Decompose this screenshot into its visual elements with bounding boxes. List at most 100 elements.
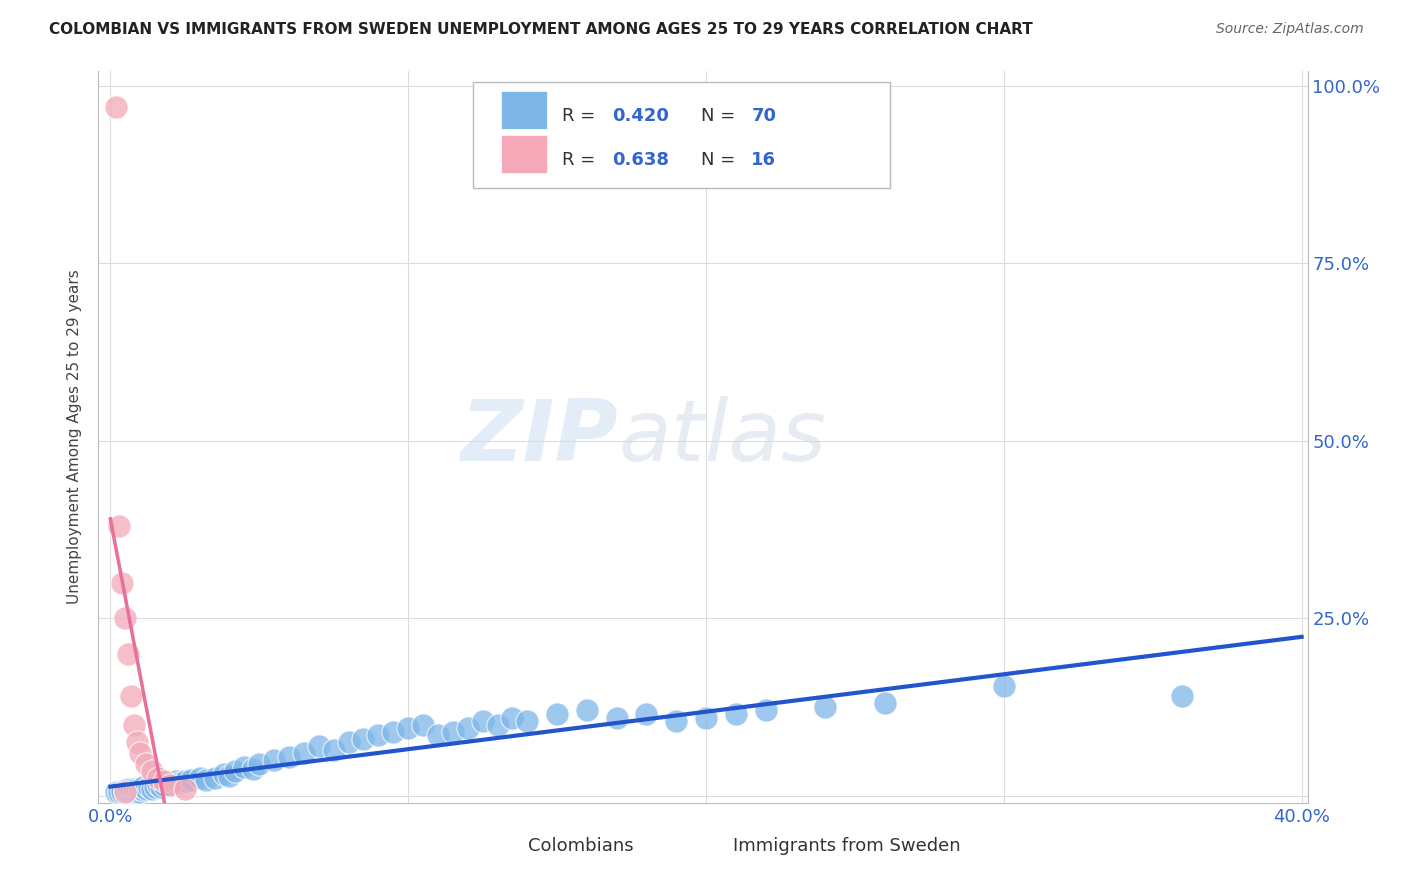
Text: 70: 70 (751, 107, 776, 125)
Point (132, 783, 155, 797)
Text: N =: N = (700, 151, 741, 169)
Text: N =: N = (700, 107, 741, 125)
Point (665, 714, 688, 728)
Point (426, 728, 449, 742)
Point (117, 785, 139, 799)
Text: Source: ZipAtlas.com: Source: ZipAtlas.com (1216, 22, 1364, 37)
Point (993, 679, 1015, 693)
Point (353, 731, 375, 746)
Point (149, 780, 172, 794)
Point (814, 700, 837, 714)
Text: R =: R = (561, 107, 600, 125)
Point (606, 710, 628, 724)
Point (412, 717, 434, 731)
Point (194, 773, 217, 788)
Point (117, 647, 139, 661)
Text: 0.638: 0.638 (613, 151, 669, 169)
Point (120, 781, 142, 796)
Point (135, 756, 157, 771)
Text: ZIP: ZIP (461, 395, 619, 479)
Point (204, 771, 226, 785)
Point (457, 721, 479, 735)
Point (141, 781, 163, 796)
Point (114, 785, 136, 799)
Point (471, 714, 494, 728)
Point (120, 690, 142, 704)
Point (873, 697, 896, 711)
Point (108, 519, 131, 533)
Point (724, 706, 747, 721)
Point (263, 753, 285, 767)
Point (224, 764, 246, 778)
Point (114, 785, 136, 799)
Point (247, 756, 270, 771)
Point (337, 735, 360, 749)
Point (143, 780, 166, 794)
FancyBboxPatch shape (474, 82, 890, 188)
Point (153, 774, 176, 789)
Point (367, 728, 389, 742)
Point (122, 781, 145, 796)
Point (322, 742, 344, 756)
Text: R =: R = (561, 151, 600, 169)
FancyBboxPatch shape (679, 836, 727, 858)
Text: Immigrants from Sweden: Immigrants from Sweden (734, 837, 960, 855)
Point (173, 781, 195, 796)
Point (501, 710, 523, 724)
Point (575, 704, 598, 718)
Point (117, 781, 139, 796)
Point (153, 778, 176, 792)
Point (105, 785, 128, 799)
Point (129, 746, 152, 760)
Text: 0.420: 0.420 (613, 107, 669, 125)
Point (114, 783, 136, 797)
Point (135, 781, 157, 796)
Point (108, 785, 131, 799)
Point (233, 760, 256, 774)
Point (159, 778, 181, 792)
Point (292, 746, 315, 760)
Text: atlas: atlas (619, 395, 827, 479)
Point (546, 706, 568, 721)
Point (695, 710, 717, 724)
Point (180, 773, 202, 788)
Point (105, 100, 128, 114)
Point (120, 785, 142, 799)
Point (114, 611, 136, 625)
Point (754, 704, 776, 718)
Point (146, 771, 169, 785)
Point (396, 721, 419, 735)
Point (162, 776, 184, 790)
Point (127, 735, 149, 749)
Point (132, 780, 155, 794)
Point (111, 785, 134, 799)
Point (167, 776, 190, 790)
Text: COLOMBIAN VS IMMIGRANTS FROM SWEDEN UNEMPLOYMENT AMONG AGES 25 TO 29 YEARS CORRE: COLOMBIAN VS IMMIGRANTS FROM SWEDEN UNEM… (49, 22, 1033, 37)
Point (127, 785, 149, 799)
Point (212, 767, 235, 781)
Point (122, 717, 145, 731)
Point (156, 776, 179, 790)
Point (382, 724, 405, 739)
Point (165, 774, 187, 789)
Point (308, 739, 330, 753)
Point (129, 785, 152, 799)
Point (486, 717, 509, 731)
Point (242, 762, 264, 776)
Point (173, 774, 195, 789)
Point (146, 778, 169, 792)
Point (188, 771, 211, 785)
Point (1171, 690, 1194, 704)
FancyBboxPatch shape (474, 836, 522, 858)
Point (159, 778, 181, 792)
Point (278, 749, 301, 764)
Point (441, 724, 464, 739)
Point (636, 706, 658, 721)
Point (122, 785, 145, 799)
Y-axis label: Unemployment Among Ages 25 to 29 years: Unemployment Among Ages 25 to 29 years (67, 269, 83, 605)
Point (218, 769, 240, 783)
Point (516, 714, 538, 728)
FancyBboxPatch shape (501, 91, 547, 128)
Point (129, 781, 152, 796)
Point (141, 764, 163, 778)
